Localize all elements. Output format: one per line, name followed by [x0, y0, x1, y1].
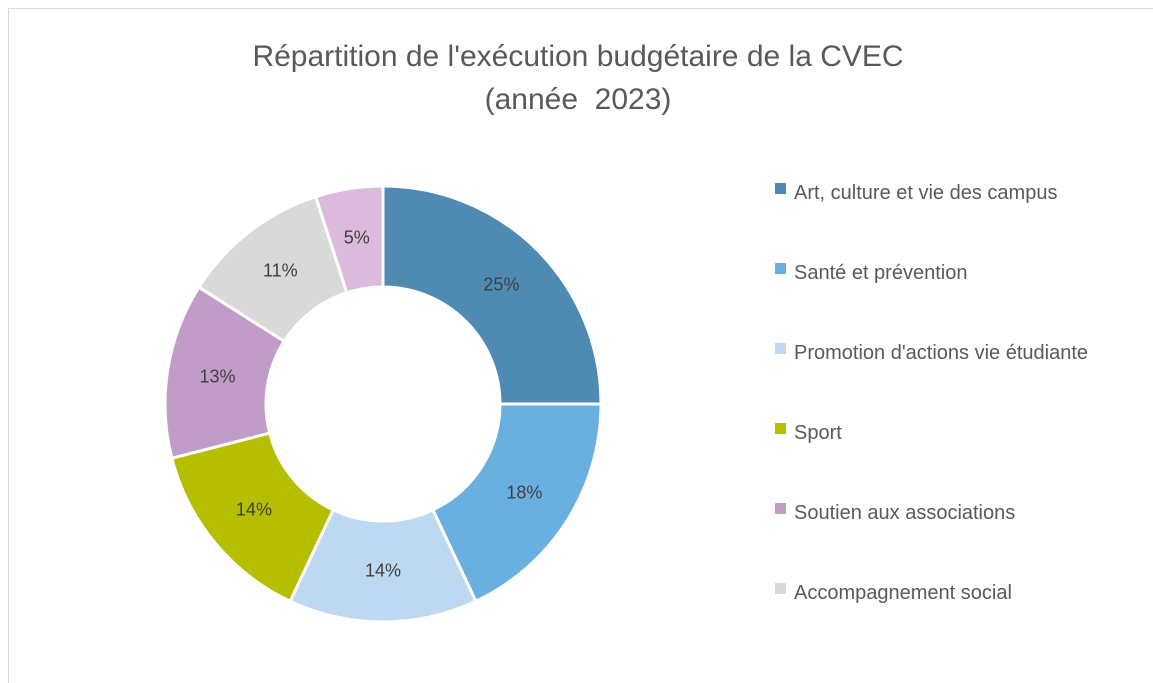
legend-entry: Promotion d'actions vie étudiante — [775, 336, 1124, 370]
legend-swatch — [775, 263, 786, 274]
data-label: 25% — [483, 274, 519, 294]
legend-label: Soutien aux associations — [794, 502, 1016, 524]
legend-entry: Art, culture et vie des campus — [775, 176, 1124, 210]
chart-title: Répartition de l'exécution budgétaire de… — [252, 40, 903, 73]
legend-entry: Soutien aux associations — [775, 496, 1124, 530]
legend-label: Sport — [794, 422, 842, 444]
donut-slice — [313, 184, 385, 295]
donut-slice — [430, 402, 603, 604]
donut-slice — [381, 184, 603, 406]
legend-label: Accompagnement social — [794, 582, 1012, 604]
legend-swatch — [775, 503, 786, 514]
chart-subtitle: (année 2023) — [485, 83, 672, 116]
data-label: 18% — [506, 483, 542, 503]
legend-swatch — [775, 183, 786, 194]
legend-label: Art, culture et vie des campus — [794, 182, 1058, 204]
legend-label: Santé et prévention — [794, 262, 968, 284]
data-label: 13% — [200, 367, 236, 387]
legend-entry: Santé et prévention — [775, 256, 1124, 290]
data-label: 5% — [344, 227, 370, 247]
chart-border — [8, 8, 1153, 683]
data-label: 11% — [263, 260, 298, 280]
legend-swatch — [775, 343, 786, 354]
legend-swatch — [775, 583, 786, 594]
legend-label: Promotion d'actions vie étudiante — [794, 342, 1088, 364]
legend-swatch — [775, 423, 786, 434]
data-label: 14% — [236, 500, 272, 520]
data-label: 14% — [365, 560, 401, 580]
legend-entry: Accompagnement social — [775, 576, 1124, 610]
legend-entry: Sport — [775, 416, 1124, 450]
